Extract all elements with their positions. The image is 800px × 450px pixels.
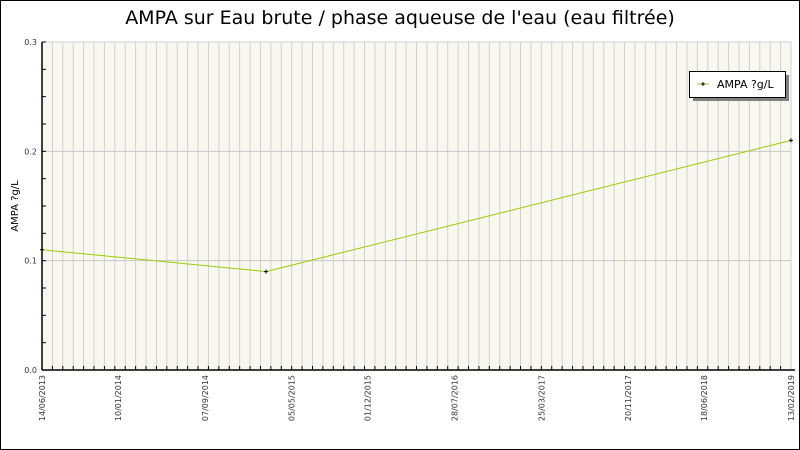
x-tick-label: 01/12/2015 [364, 375, 373, 421]
x-tick-label: 18/06/2018 [700, 375, 709, 421]
y-axis-label: AMPA ?g/L [10, 180, 21, 232]
legend-label: AMPA ?g/L [717, 78, 774, 91]
y-tick-label: 0.2 [24, 147, 37, 156]
y-tick-label: 0.0 [24, 366, 37, 375]
x-tick-label: 28/07/2016 [450, 375, 459, 421]
x-tick-label: 07/09/2014 [201, 375, 210, 421]
legend-marker [701, 82, 705, 86]
x-tick-label: 25/03/2017 [537, 375, 546, 421]
x-tick-label: 10/01/2014 [114, 375, 123, 421]
y-tick-label: 0.1 [24, 257, 37, 266]
data-point [263, 269, 268, 274]
x-tick-label: 20/11/2017 [624, 375, 633, 421]
y-tick-label: 0.3 [24, 38, 37, 47]
chart-title: AMPA sur Eau brute / phase aqueuse de l'… [125, 7, 675, 29]
data-point [789, 138, 793, 143]
data-point [40, 247, 44, 252]
x-tick-label: 14/06/2013 [38, 375, 47, 421]
x-tick-label: 13/02/2019 [787, 375, 796, 421]
legend: AMPA ?g/L [689, 71, 789, 101]
x-tick-label: 05/05/2015 [288, 375, 297, 421]
